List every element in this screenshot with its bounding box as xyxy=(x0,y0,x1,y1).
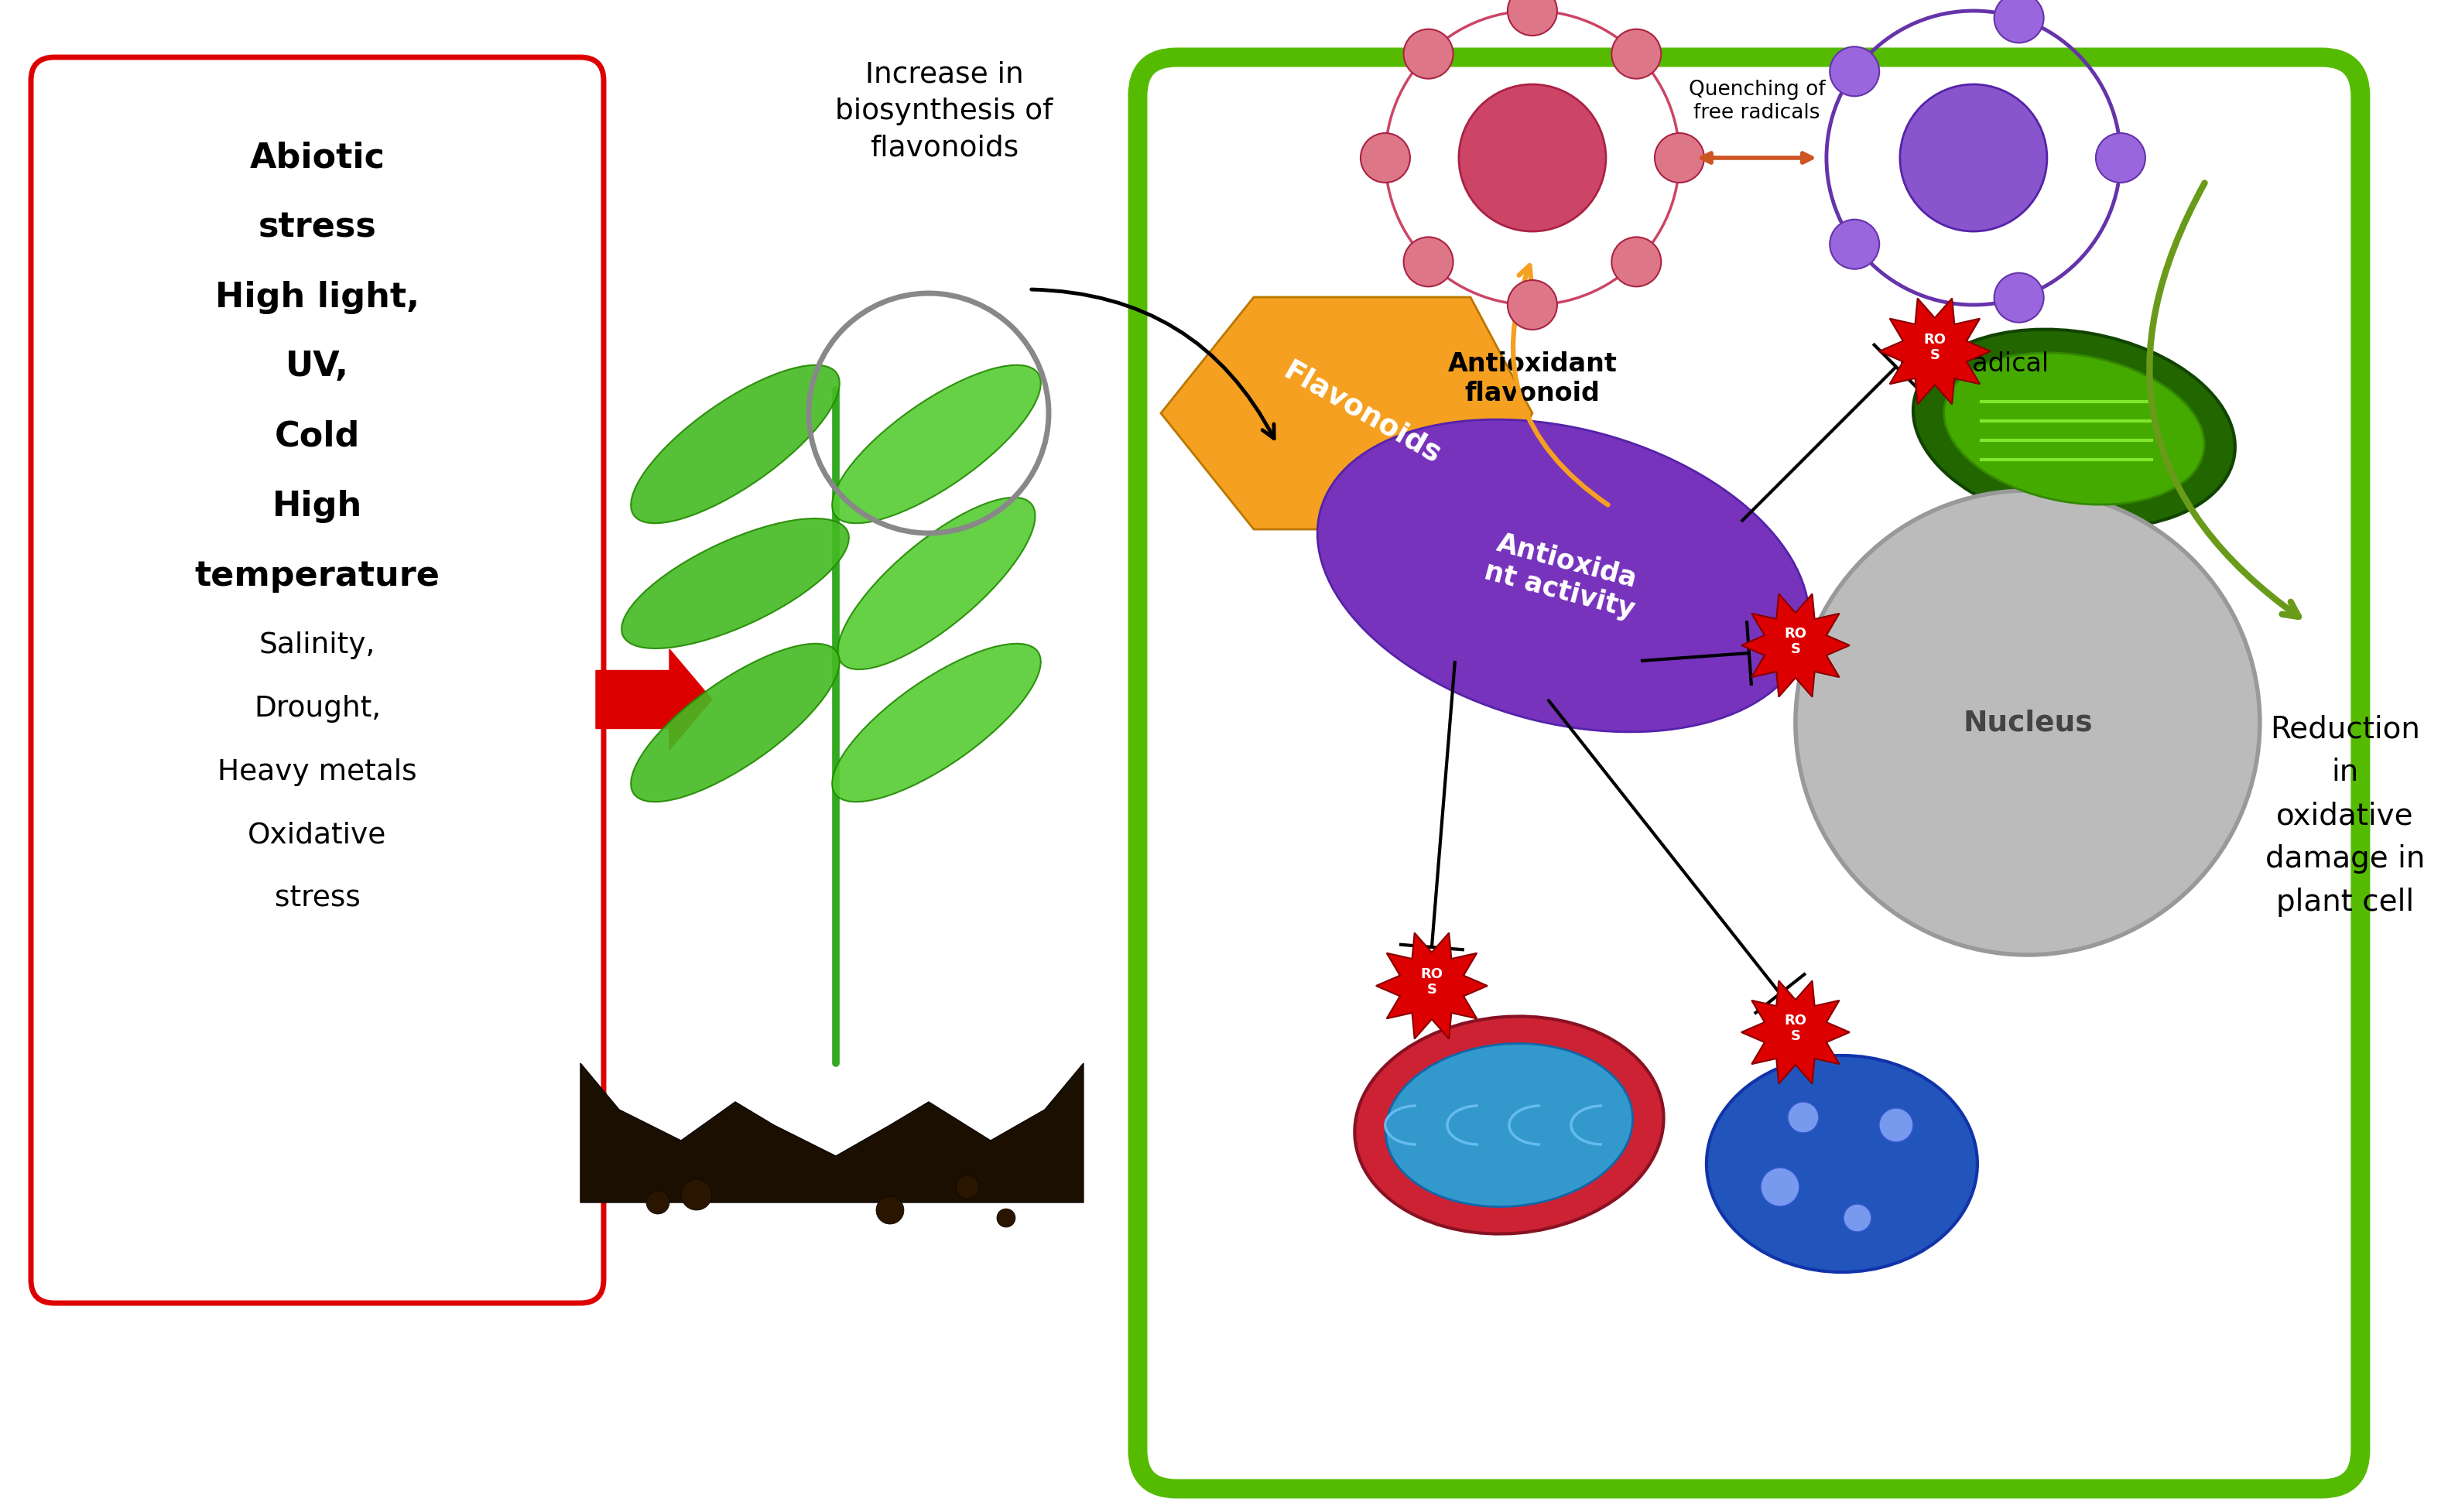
Circle shape xyxy=(1829,219,1880,269)
Text: High light,: High light, xyxy=(215,281,419,314)
Ellipse shape xyxy=(1706,1055,1978,1272)
Polygon shape xyxy=(1741,981,1851,1084)
Text: Antioxida
nt activity: Antioxida nt activity xyxy=(1481,528,1645,623)
Circle shape xyxy=(1995,0,2044,42)
Text: Heavy metals: Heavy metals xyxy=(218,759,416,786)
Circle shape xyxy=(1508,0,1557,36)
Circle shape xyxy=(1361,133,1410,183)
Text: Antioxidant
flavonoid: Antioxidant flavonoid xyxy=(1447,351,1618,407)
Polygon shape xyxy=(1160,298,1532,529)
Ellipse shape xyxy=(1914,330,2235,528)
Text: Drought,: Drought, xyxy=(255,696,382,723)
Polygon shape xyxy=(1880,298,1990,404)
Circle shape xyxy=(1403,237,1454,287)
FancyBboxPatch shape xyxy=(32,57,605,1303)
Circle shape xyxy=(1995,274,2044,322)
Ellipse shape xyxy=(1386,1043,1633,1207)
Text: Quenching of
free radicals: Quenching of free radicals xyxy=(1689,80,1826,122)
Circle shape xyxy=(955,1175,979,1199)
Circle shape xyxy=(1403,29,1454,79)
Text: Reduction
in
oxidative
damage in
plant cell: Reduction in oxidative damage in plant c… xyxy=(2264,714,2426,916)
Text: stress: stress xyxy=(257,210,377,243)
Ellipse shape xyxy=(837,497,1036,670)
Circle shape xyxy=(646,1191,668,1214)
Text: UV,: UV, xyxy=(286,351,350,384)
Text: Flavonoids: Flavonoids xyxy=(1278,357,1447,469)
Ellipse shape xyxy=(1944,352,2203,505)
Text: Increase in
biosynthesis of
flavonoids: Increase in biosynthesis of flavonoids xyxy=(835,60,1053,162)
Circle shape xyxy=(1787,1102,1819,1132)
Text: RO
S: RO S xyxy=(1924,333,1946,363)
Text: Oxidative: Oxidative xyxy=(247,823,387,850)
Polygon shape xyxy=(1376,933,1488,1039)
Circle shape xyxy=(1900,85,2047,231)
Circle shape xyxy=(876,1196,903,1225)
Circle shape xyxy=(1655,133,1704,183)
Text: Salinity,: Salinity, xyxy=(259,632,375,659)
FancyBboxPatch shape xyxy=(1138,57,2360,1489)
Circle shape xyxy=(1880,1108,1914,1142)
Ellipse shape xyxy=(632,364,840,523)
Text: Free radical: Free radical xyxy=(1897,351,2049,376)
Circle shape xyxy=(1843,1204,1870,1232)
Text: High: High xyxy=(272,490,362,523)
Circle shape xyxy=(1459,85,1606,231)
Circle shape xyxy=(2095,133,2144,183)
Ellipse shape xyxy=(1354,1016,1665,1234)
Text: stress: stress xyxy=(274,885,360,913)
Ellipse shape xyxy=(622,519,849,649)
Circle shape xyxy=(1508,280,1557,330)
Text: Abiotic: Abiotic xyxy=(250,141,384,174)
FancyArrow shape xyxy=(595,649,712,750)
Circle shape xyxy=(681,1179,712,1210)
Circle shape xyxy=(1829,47,1880,97)
Circle shape xyxy=(1611,237,1662,287)
Circle shape xyxy=(996,1208,1016,1228)
Text: Nucleus: Nucleus xyxy=(1963,709,2093,736)
Ellipse shape xyxy=(632,644,840,801)
Text: RO
S: RO S xyxy=(1785,1013,1807,1043)
Polygon shape xyxy=(580,1063,1084,1202)
Circle shape xyxy=(1794,490,2260,956)
Text: Cold: Cold xyxy=(274,420,360,454)
Text: temperature: temperature xyxy=(196,559,441,593)
Text: RO
S: RO S xyxy=(1785,626,1807,656)
Text: RO
S: RO S xyxy=(1420,968,1442,996)
Ellipse shape xyxy=(832,644,1040,801)
Circle shape xyxy=(1611,29,1662,79)
Ellipse shape xyxy=(1317,419,1809,732)
Circle shape xyxy=(1760,1167,1799,1207)
Ellipse shape xyxy=(832,364,1040,523)
Polygon shape xyxy=(1741,594,1851,697)
